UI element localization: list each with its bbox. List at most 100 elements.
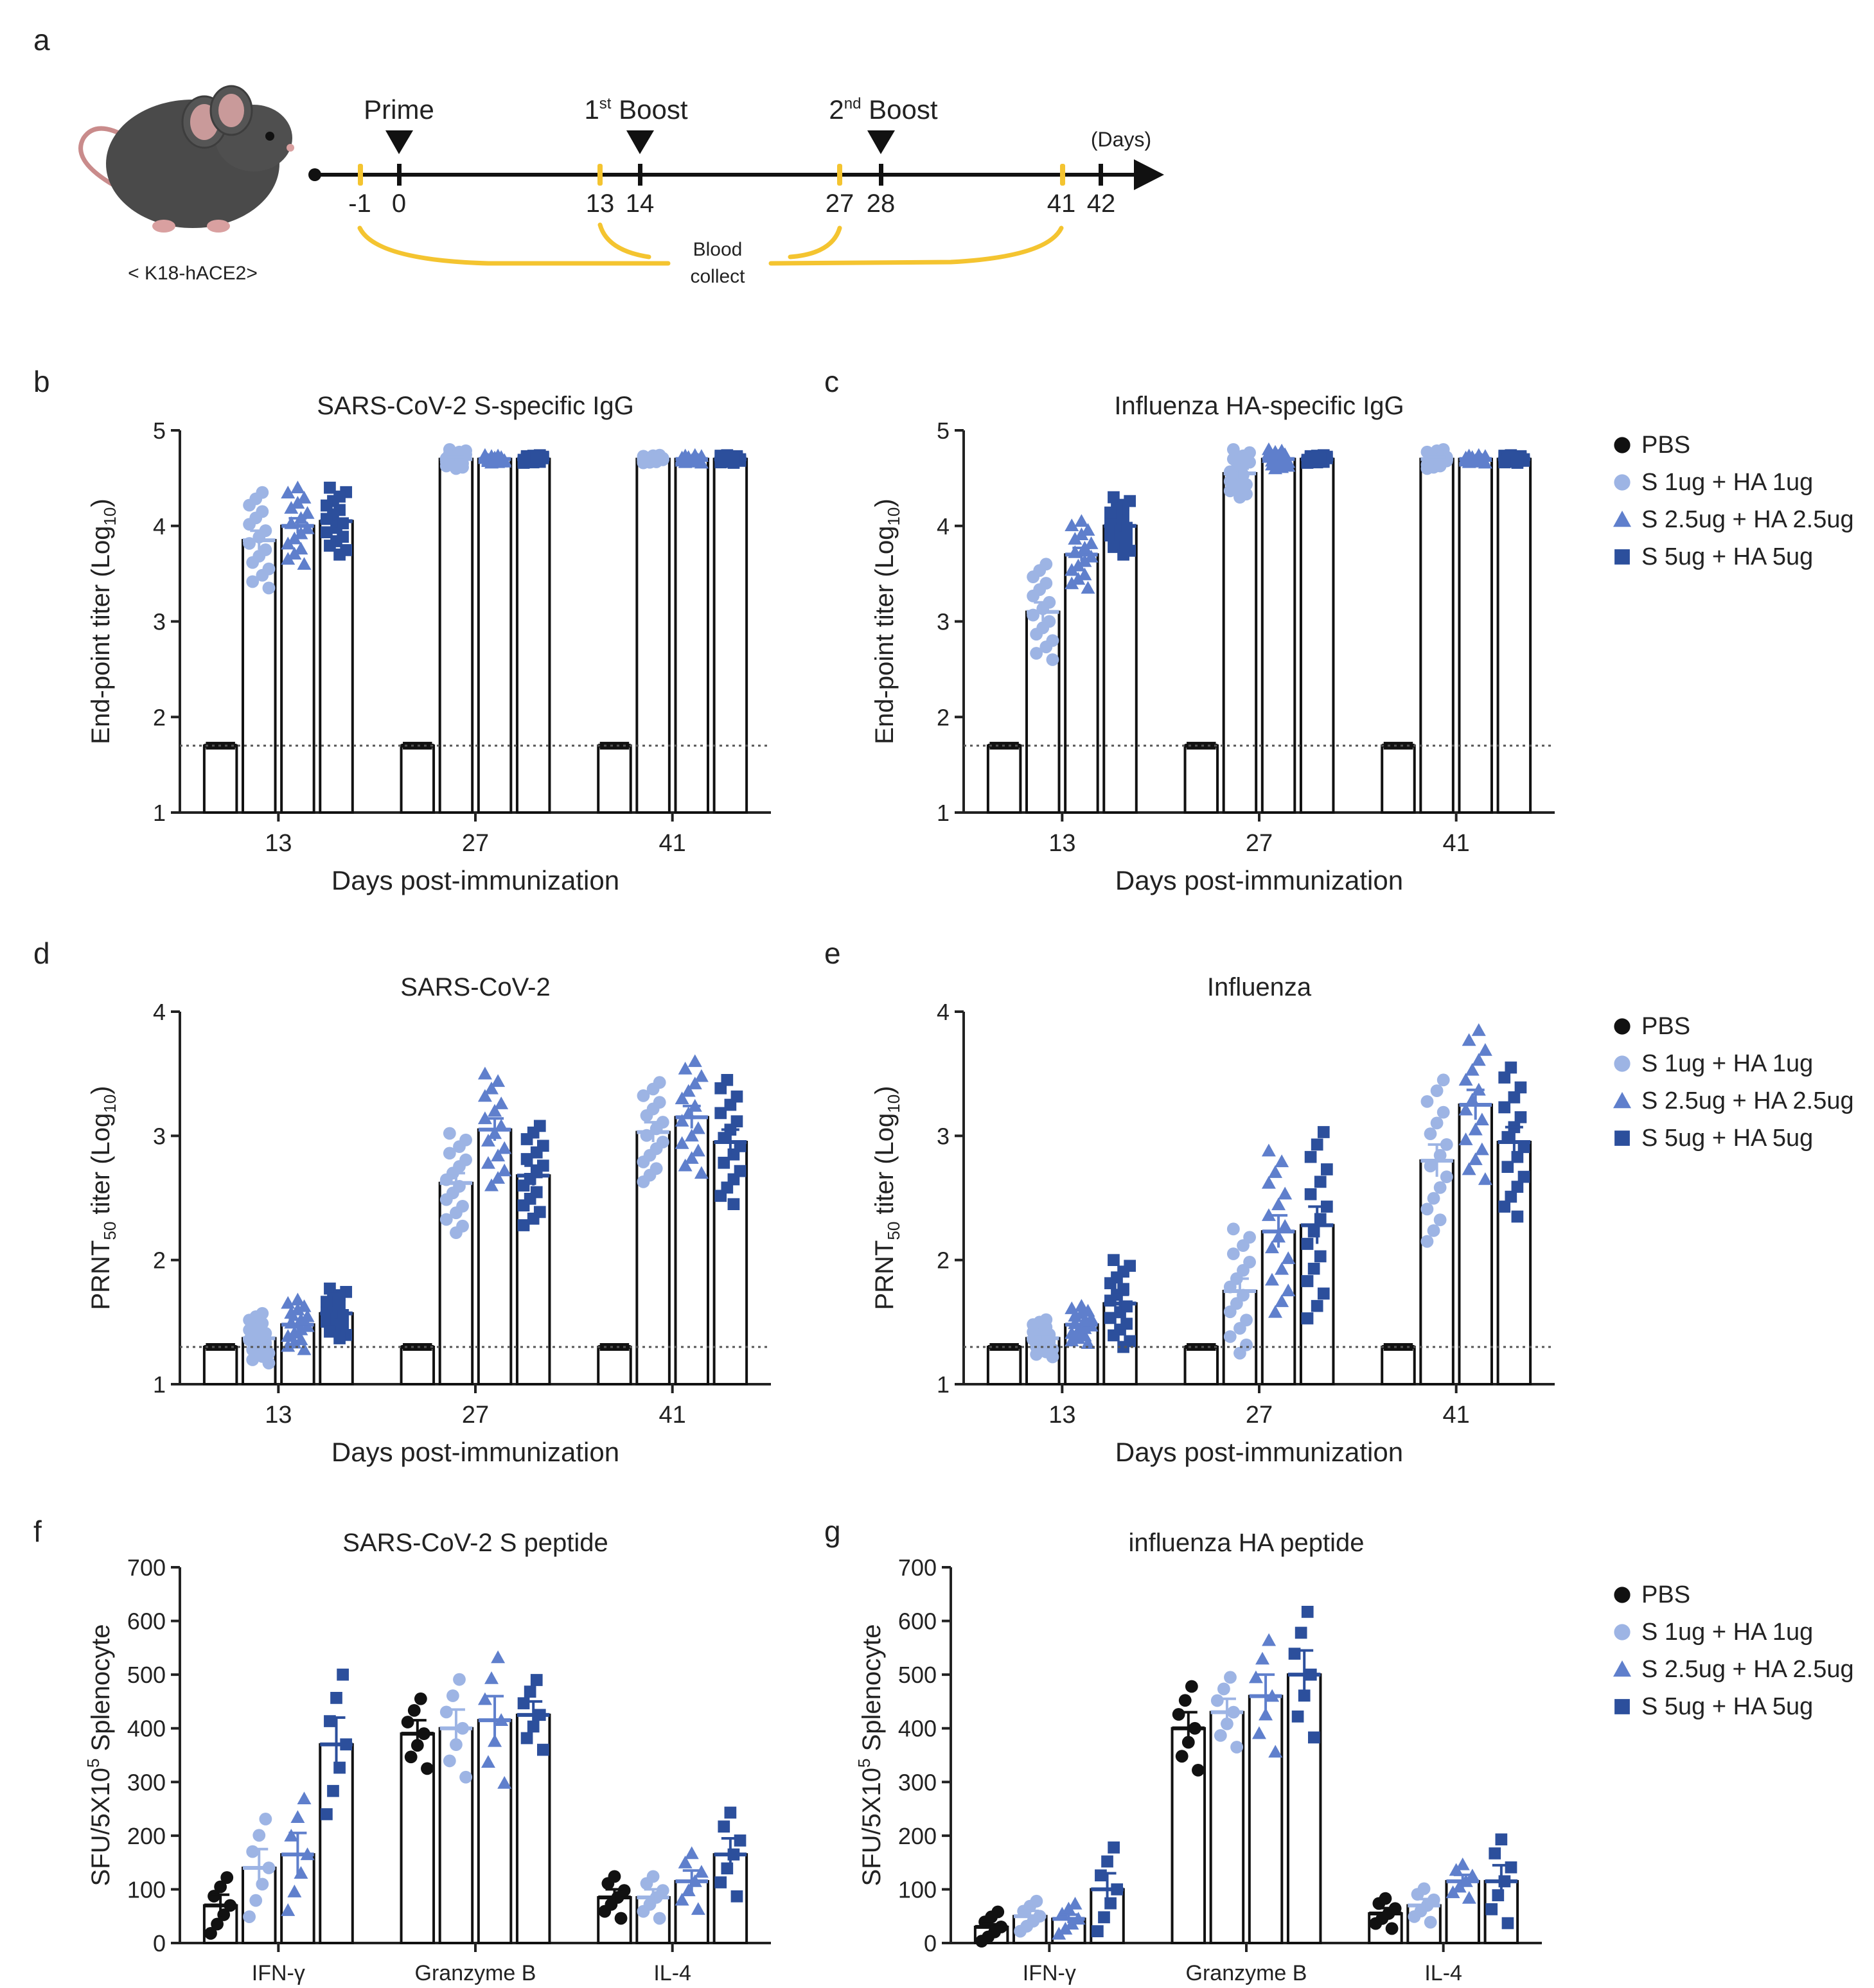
data-point-b bbox=[284, 516, 299, 529]
data-point-d bbox=[718, 1132, 730, 1144]
bar-d-0-0 bbox=[202, 1346, 238, 1385]
data-point-f bbox=[494, 1713, 509, 1726]
data-point-f bbox=[211, 1917, 224, 1931]
data-point-e bbox=[1275, 1294, 1289, 1307]
data-point-d bbox=[687, 1054, 702, 1068]
boost2-marker bbox=[867, 130, 895, 154]
data-point-d bbox=[477, 1066, 492, 1080]
data-point-e bbox=[1278, 1186, 1293, 1200]
data-point-e bbox=[1433, 1181, 1447, 1194]
boost1-marker bbox=[626, 130, 654, 154]
data-point-c bbox=[1074, 527, 1089, 540]
data-point-c bbox=[1104, 529, 1117, 541]
data-point-b bbox=[243, 518, 256, 531]
data-point-e bbox=[1068, 1308, 1083, 1322]
data-point-f bbox=[491, 1650, 506, 1664]
data-point-d bbox=[599, 1343, 630, 1351]
legend-label: S 5ug + HA 5ug bbox=[1641, 1125, 1813, 1152]
data-point-e bbox=[1117, 1341, 1129, 1353]
data-point-d bbox=[281, 1296, 296, 1309]
data-point-c bbox=[1233, 491, 1246, 504]
data-point-f bbox=[439, 1705, 453, 1719]
data-point-f bbox=[407, 1703, 421, 1717]
data-point-f bbox=[675, 1892, 689, 1906]
x-tick-label-f: IL-4 bbox=[653, 1961, 691, 1985]
data-point-c bbox=[1081, 523, 1095, 536]
data-point-g bbox=[985, 1910, 998, 1924]
legend-marker bbox=[1614, 1018, 1631, 1035]
data-point-g bbox=[1058, 1921, 1073, 1935]
days-unit-label: (Days) bbox=[1091, 128, 1151, 151]
data-point-e bbox=[1471, 1023, 1486, 1036]
data-point-e bbox=[1278, 1218, 1293, 1232]
tick-label-14: 14 bbox=[626, 189, 655, 218]
legend-marker bbox=[1614, 1055, 1631, 1072]
y-tick-label-f: 300 bbox=[127, 1769, 166, 1795]
mouse-strain-label: < K18-hACE2> bbox=[128, 263, 258, 284]
data-point-d bbox=[724, 1098, 737, 1111]
legend-marker bbox=[1614, 1130, 1630, 1146]
data-point-b bbox=[491, 453, 506, 467]
data-point-g bbox=[1192, 1764, 1205, 1777]
y-tick-label-e: 4 bbox=[937, 999, 950, 1025]
x-tick-label-f: IFN-γ bbox=[252, 1961, 305, 1985]
data-point-f bbox=[297, 1791, 312, 1804]
data-point-e bbox=[1465, 1062, 1480, 1076]
legend-label: S 5ug + HA 5ug bbox=[1641, 543, 1813, 570]
data-point-c bbox=[1065, 518, 1079, 532]
y-tick-label-c: 1 bbox=[937, 800, 950, 826]
data-point-b bbox=[281, 536, 296, 550]
y-tick-label-g: 600 bbox=[898, 1608, 937, 1635]
bar-e-2-2 bbox=[1458, 1104, 1493, 1385]
data-point-b bbox=[300, 521, 315, 534]
data-point-d bbox=[691, 1143, 705, 1157]
data-point-g bbox=[1071, 1912, 1086, 1925]
y-tick-label-f: 400 bbox=[127, 1716, 166, 1742]
data-point-e bbox=[1301, 1275, 1314, 1287]
data-point-e bbox=[1478, 1042, 1492, 1056]
data-point-e bbox=[1420, 1095, 1434, 1108]
data-point-b bbox=[321, 526, 333, 539]
data-point-e bbox=[1237, 1239, 1250, 1253]
data-point-d bbox=[477, 1089, 492, 1102]
data-point-b bbox=[246, 556, 260, 569]
data-point-b bbox=[246, 575, 260, 588]
data-point-d bbox=[681, 1084, 696, 1097]
data-point-e bbox=[1514, 1081, 1527, 1094]
data-point-c bbox=[1471, 448, 1486, 461]
y-tick-label-g: 300 bbox=[898, 1769, 937, 1795]
data-point-e bbox=[1264, 1272, 1279, 1286]
data-point-f bbox=[330, 1692, 342, 1704]
y-axis-label-f: SFU/5X105 Splenocyte bbox=[84, 1624, 115, 1886]
data-point-g bbox=[1230, 1741, 1243, 1754]
data-point-b bbox=[294, 541, 308, 555]
data-point-c bbox=[1027, 570, 1040, 583]
data-point-g bbox=[1262, 1633, 1277, 1646]
data-point-d bbox=[520, 1133, 533, 1145]
data-point-e bbox=[1420, 1235, 1434, 1248]
panel-a: a < K18-hACE2> bbox=[33, 23, 1164, 287]
data-point-c bbox=[1268, 461, 1283, 475]
data-point-e bbox=[1304, 1188, 1317, 1201]
y-tick-label-e: 1 bbox=[937, 1371, 950, 1398]
bar-b-0-3 bbox=[319, 520, 354, 814]
bar-c-1-3 bbox=[1299, 457, 1335, 814]
data-point-g bbox=[1023, 1899, 1037, 1913]
data-point-e bbox=[1268, 1165, 1283, 1178]
data-point-f bbox=[327, 1784, 339, 1797]
data-point-e bbox=[1501, 1161, 1514, 1174]
legend-marker bbox=[1614, 1587, 1631, 1603]
data-point-e bbox=[1281, 1251, 1296, 1264]
data-point-c bbox=[1084, 536, 1099, 549]
x-tick-label-g: Granzyme B bbox=[1186, 1961, 1307, 1985]
data-point-g bbox=[1307, 1731, 1320, 1744]
chart-panels: b SARS-CoV-2 S-specific IgG 1 2 3 4 5 End-point… bbox=[33, 365, 1555, 1985]
data-point-c bbox=[1226, 452, 1240, 466]
blood-collect-label-1: Blood bbox=[693, 239, 743, 260]
data-point-e bbox=[1458, 1102, 1473, 1116]
data-point-c bbox=[1226, 443, 1240, 456]
x-tick-label-d: 13 bbox=[265, 1402, 292, 1429]
legend-marker bbox=[1614, 549, 1630, 565]
x-tick-label-d: 27 bbox=[462, 1402, 489, 1429]
y-tick-label-f: 600 bbox=[127, 1608, 166, 1635]
